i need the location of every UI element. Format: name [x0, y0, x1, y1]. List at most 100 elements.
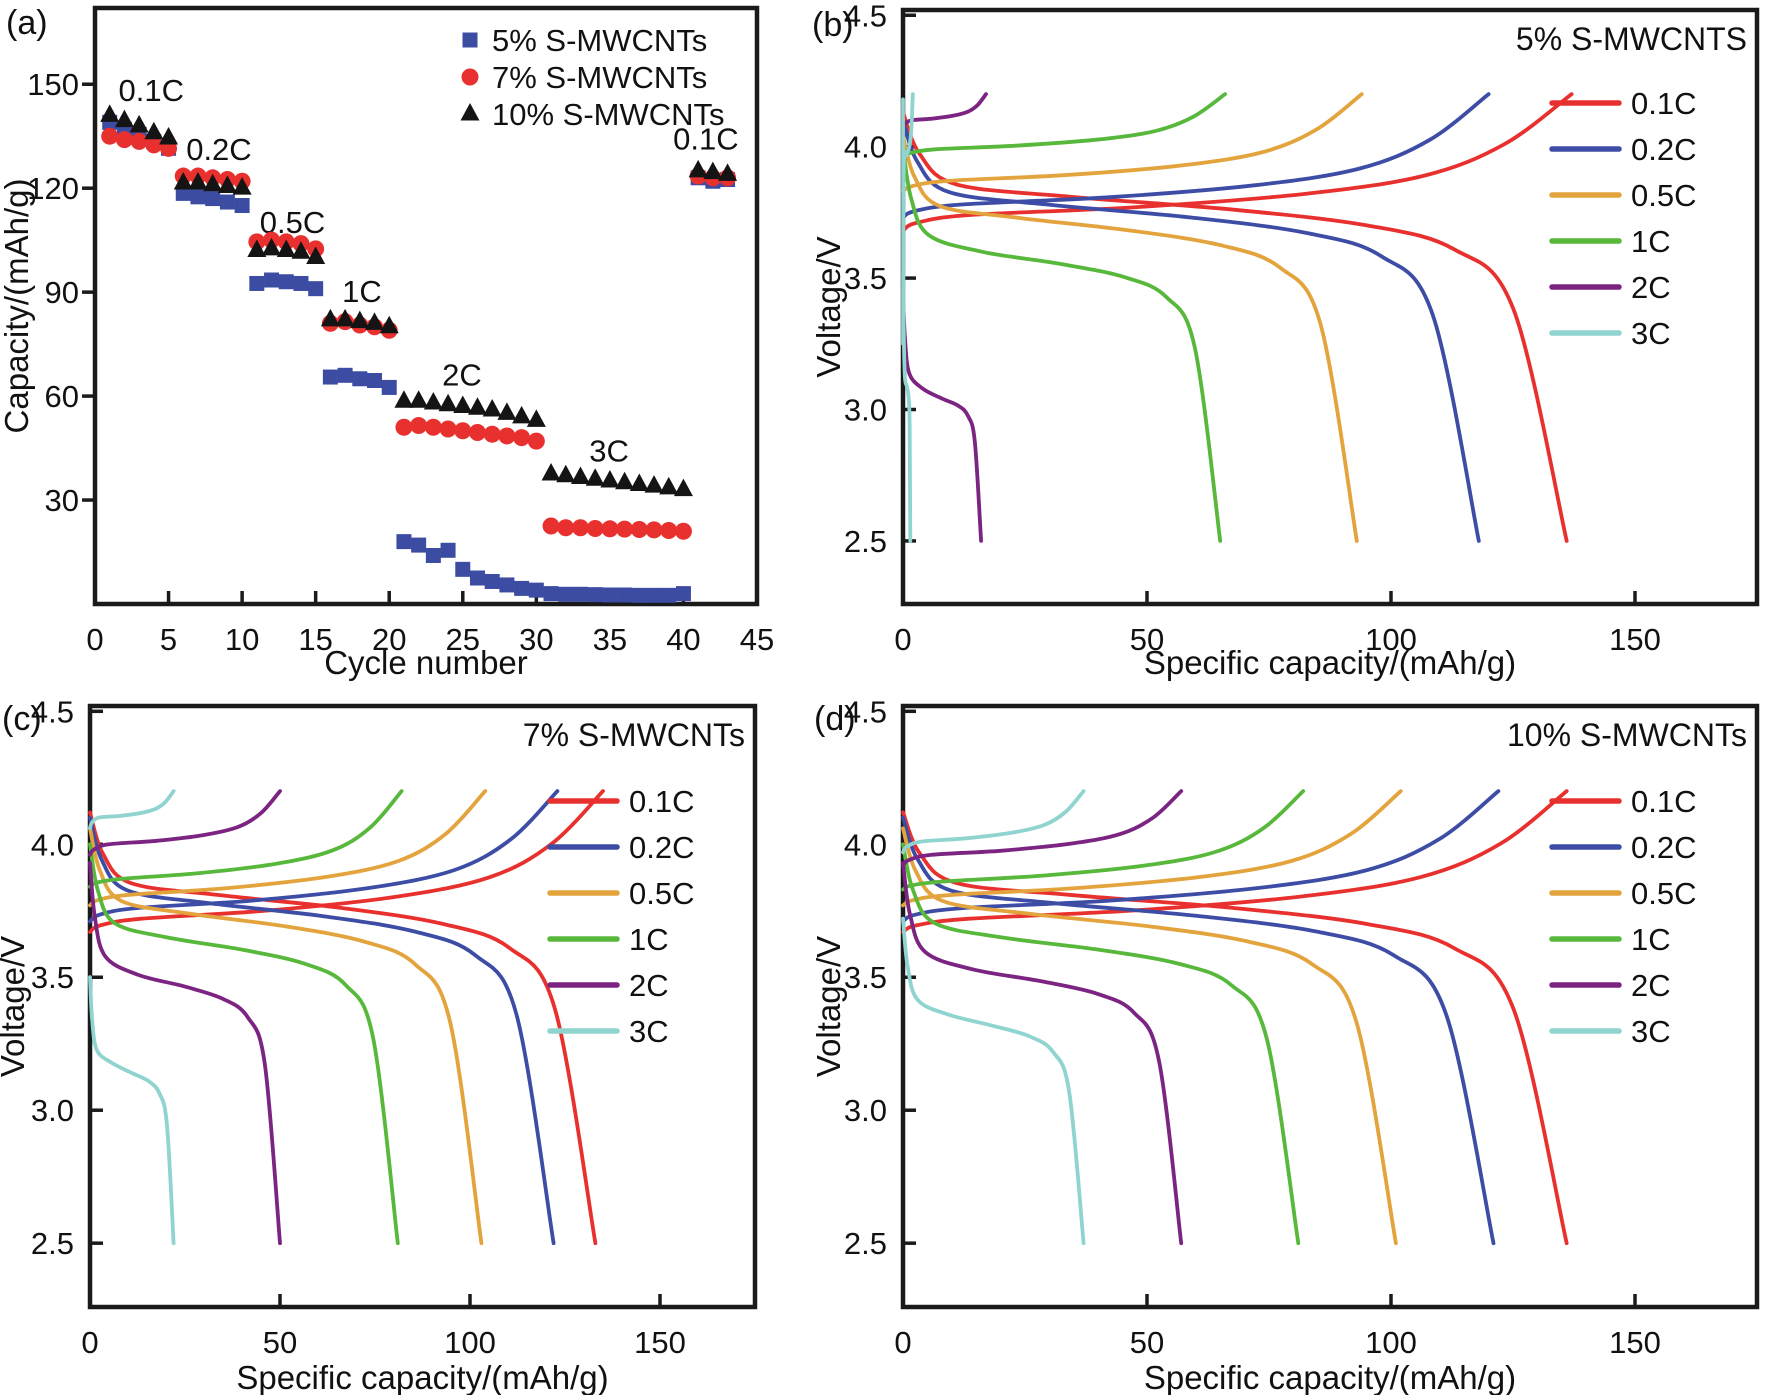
data-point-circle	[424, 418, 442, 436]
data-point-square	[205, 191, 221, 207]
x-axis-title: Specific capacity/(mAh/g)	[1144, 644, 1516, 681]
data-point-circle	[557, 519, 575, 537]
legend-rate-label: 3C	[1631, 316, 1671, 351]
data-point-triangle	[423, 392, 443, 410]
y-tick-label: 2.5	[844, 1226, 887, 1261]
data-point-square	[396, 534, 412, 550]
charge-curve-2C	[901, 92, 988, 131]
data-point-triangle	[350, 310, 370, 329]
discharge-curve-2C	[901, 289, 983, 543]
data-point-triangle	[173, 171, 193, 190]
data-point-triangle	[320, 308, 340, 327]
data-point-triangle	[467, 397, 487, 415]
data-point-triangle	[114, 109, 134, 128]
charge-curve-1C	[901, 789, 1306, 892]
x-tick-label: 0	[86, 622, 103, 657]
discharge-curve-0.1C	[901, 110, 1569, 543]
data-point-triangle	[541, 463, 561, 481]
x-tick-label: 150	[1609, 622, 1661, 657]
rate-label: 0.1C	[673, 122, 738, 157]
x-tick-label: 150	[634, 1325, 686, 1360]
legend-marker-circle	[461, 68, 479, 86]
data-point-triangle	[600, 469, 620, 488]
data-point-circle	[542, 517, 560, 535]
x-tick-label: 20	[372, 622, 406, 657]
charge-curve-0.1C	[901, 92, 1574, 233]
discharge-curve-3C	[901, 97, 913, 543]
data-point-triangle	[526, 409, 546, 427]
data-point-square	[308, 281, 324, 297]
data-point-triangle	[203, 173, 223, 192]
data-point-square	[675, 586, 691, 602]
legend-marker-square	[462, 32, 478, 48]
data-point-triangle	[556, 464, 576, 483]
data-point-triangle	[159, 126, 179, 145]
y-tick-label: 3.0	[844, 393, 887, 428]
charge-curve-1C	[88, 789, 404, 889]
legend-rate-label: 2C	[1631, 968, 1671, 1003]
legend-rate-label: 0.1C	[629, 784, 694, 819]
data-point-triangle	[394, 390, 414, 408]
data-point-square	[440, 542, 456, 558]
data-point-triangle	[144, 121, 164, 140]
data-point-triangle	[629, 473, 649, 491]
legend-rate-label: 3C	[629, 1014, 669, 1049]
legend-rate-label: 0.2C	[1631, 830, 1696, 865]
data-point-circle	[571, 519, 589, 537]
plot-frame-a	[92, 5, 760, 607]
data-point-triangle	[438, 393, 458, 412]
data-point-triangle	[379, 315, 399, 334]
plot-frame-b	[900, 7, 1760, 607]
rate-label: 0.2C	[186, 132, 251, 167]
x-tick-label: 0	[81, 1325, 98, 1360]
data-point-circle	[468, 423, 486, 441]
data-point-circle	[410, 417, 428, 435]
legend-rate-label: 0.5C	[1631, 178, 1696, 213]
charge-curve-2C	[901, 789, 1184, 868]
data-point-square	[558, 586, 574, 602]
data-point-square	[455, 561, 471, 577]
discharge-curve-2C	[88, 861, 282, 1246]
y-tick-label: 4.5	[31, 694, 74, 729]
data-point-triangle	[570, 466, 590, 485]
data-point-circle	[601, 520, 619, 538]
plot-frame-d	[900, 703, 1760, 1310]
rate-label: 3C	[589, 434, 629, 469]
legend-title: 5% S-MWCNTS	[1516, 21, 1747, 57]
data-point-square	[352, 371, 368, 387]
x-tick-label: 0	[894, 622, 911, 657]
panel-label-b: (b)	[812, 6, 854, 44]
data-point-square	[469, 570, 485, 586]
data-point-circle	[513, 429, 531, 447]
y-tick-label: 4.0	[31, 827, 74, 862]
y-tick-label: 4.5	[844, 694, 887, 729]
x-tick-label: 45	[740, 622, 774, 657]
data-point-circle	[101, 127, 119, 145]
legend-rate-label: 0.5C	[629, 876, 694, 911]
x-axis-title: Specific capacity/(mAh/g)	[1144, 1359, 1516, 1395]
discharge-curve-0.5C	[901, 134, 1359, 543]
panel-label-c: (c)	[2, 700, 42, 738]
charge-curve-0.1C	[88, 789, 605, 934]
data-point-triangle	[409, 390, 429, 408]
data-point-circle	[586, 519, 604, 537]
y-tick-label: 30	[45, 483, 79, 518]
data-point-triangle	[585, 468, 605, 486]
data-point-triangle	[718, 163, 738, 181]
data-point-triangle	[703, 161, 723, 180]
charge-curve-3C	[88, 789, 176, 831]
data-point-square	[190, 189, 206, 205]
charge-curve-0.2C	[901, 789, 1501, 924]
legend-rate-label: 0.2C	[1631, 132, 1696, 167]
x-tick-label: 5	[160, 622, 177, 657]
data-point-circle	[660, 522, 678, 540]
y-axis-title: Voltage/V	[810, 236, 847, 377]
data-point-square	[411, 537, 427, 553]
discharge-curve-0.2C	[901, 815, 1496, 1246]
data-point-triangle	[100, 104, 120, 122]
data-point-circle	[616, 520, 634, 538]
y-tick-label: 4.0	[844, 130, 887, 165]
data-point-triangle	[497, 402, 517, 420]
